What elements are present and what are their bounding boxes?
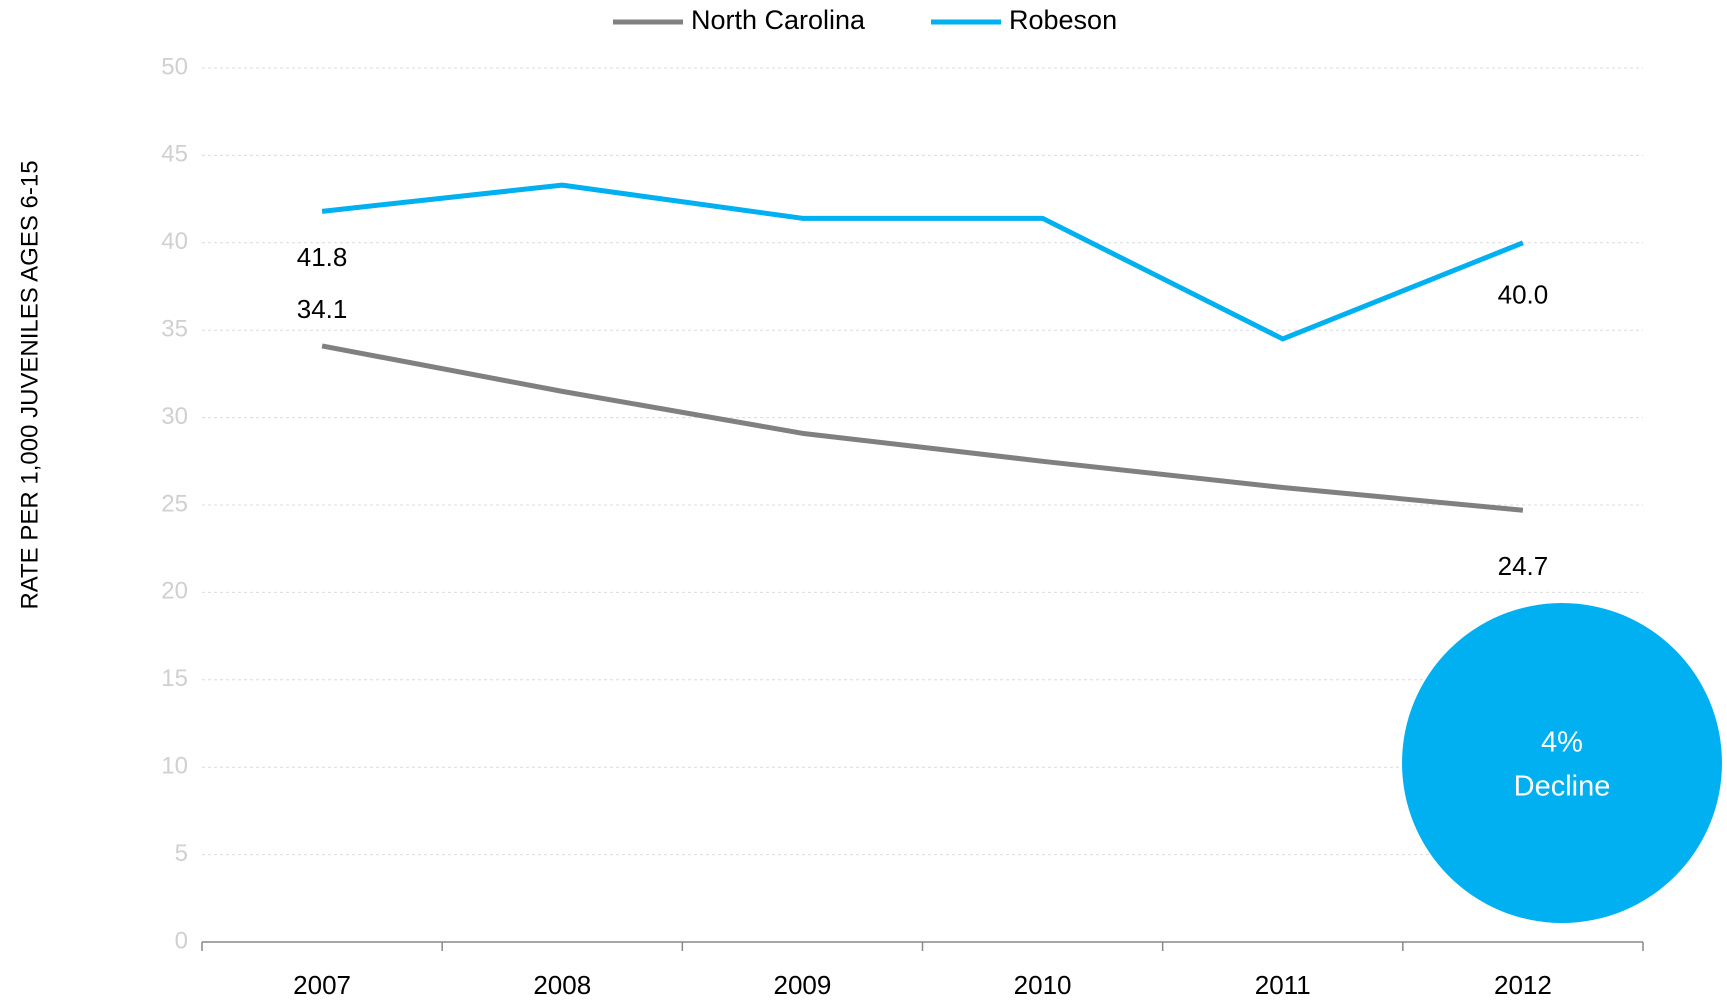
x-tick-label: 2008	[533, 970, 591, 1000]
legend-label: Robeson	[1009, 5, 1117, 35]
series-line	[321, 182, 1524, 342]
x-tick-label: 2011	[1255, 970, 1311, 1000]
y-tick-label: 20	[161, 578, 188, 605]
legend-label: North Carolina	[691, 5, 866, 35]
y-tick-label: 35	[161, 316, 188, 343]
x-tick-label: 2007	[293, 970, 351, 1000]
y-axis-label: RATE PER 1,000 JUVENILES AGES 6-15	[16, 160, 43, 609]
y-tick-label: 25	[161, 490, 188, 517]
y-tick-label: 40	[161, 228, 188, 255]
annotation-circle	[1402, 603, 1722, 923]
y-tick-label: 0	[175, 927, 188, 954]
annotation-text: 4%	[1541, 727, 1583, 759]
data-label: 41.8	[297, 242, 348, 272]
x-tick-label: 2012	[1494, 970, 1552, 1000]
data-label: 34.1	[297, 294, 348, 324]
x-tick-label: 2010	[1014, 970, 1072, 1000]
y-tick-label: 10	[161, 753, 188, 780]
series-line	[321, 343, 1524, 513]
y-tick-label: 30	[161, 403, 188, 430]
annotation-text: Decline	[1514, 771, 1611, 803]
data-label: 24.7	[1498, 551, 1549, 581]
x-tick-label: 2009	[773, 970, 831, 1000]
y-tick-label: 45	[161, 141, 188, 168]
y-tick-label: 5	[175, 840, 188, 867]
data-label: 40.0	[1498, 280, 1549, 310]
y-tick-label: 15	[161, 665, 188, 692]
y-tick-label: 50	[161, 53, 188, 80]
